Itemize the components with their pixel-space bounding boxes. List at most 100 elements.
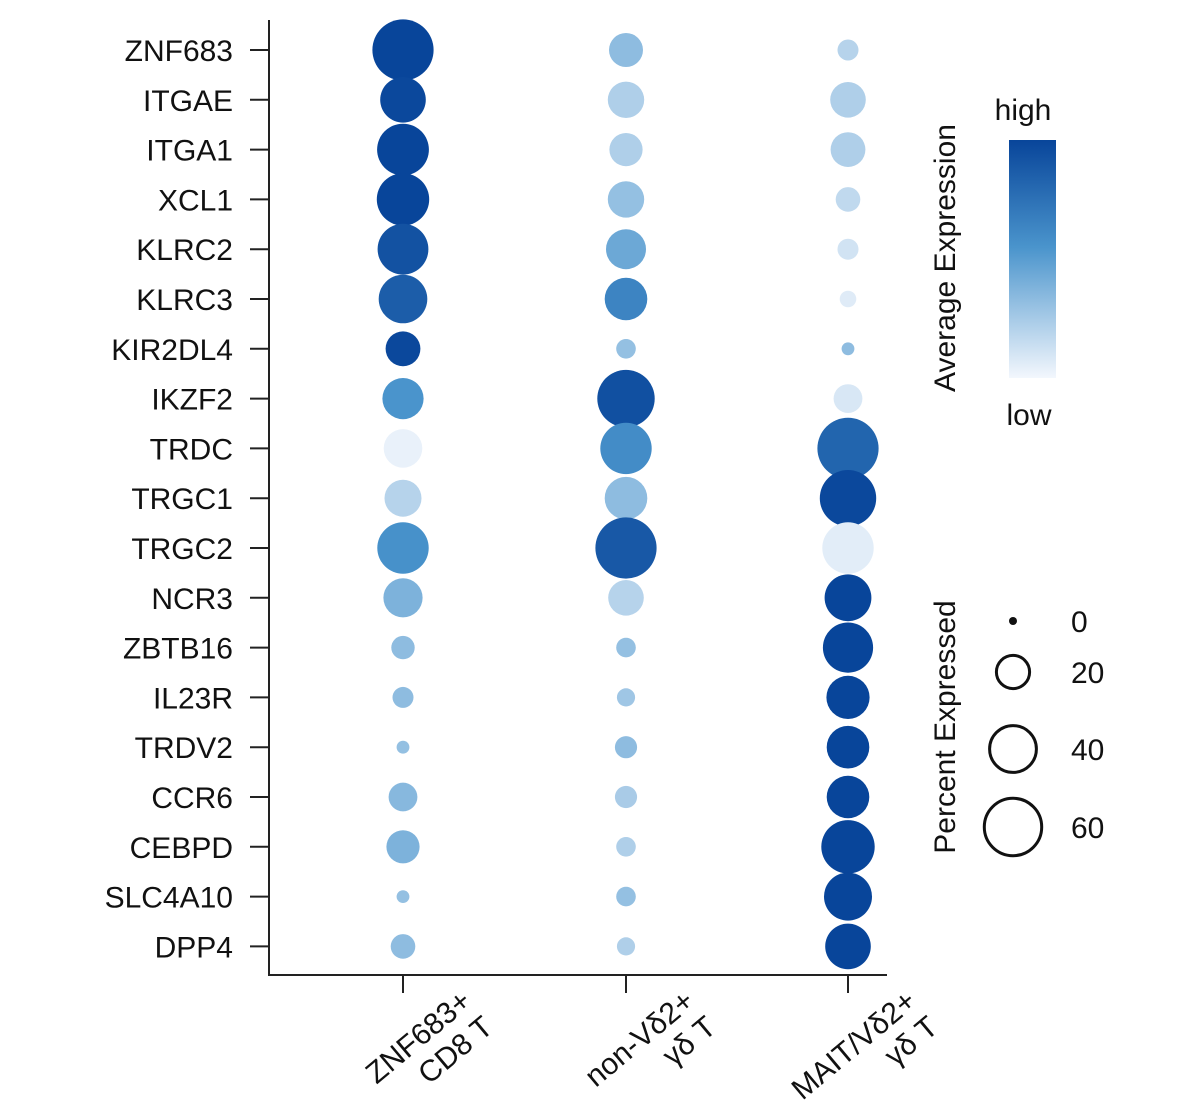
dot-zbtb16-1: [616, 637, 636, 658]
dot-klrc3-0: [378, 274, 428, 324]
dot-trdc-1: [600, 422, 652, 475]
size-legend-circle: [994, 653, 1032, 691]
gene-label: IKZF2: [151, 384, 233, 417]
gene-label: KIR2DL4: [111, 334, 233, 367]
dot-klrc3-2: [839, 290, 857, 308]
gene-label: ZNF683: [125, 35, 233, 68]
dot-klrc2-0: [377, 223, 429, 275]
size-legend-circle: [988, 724, 1038, 774]
gene-label: CCR6: [151, 782, 233, 815]
dot-dpp4-0: [390, 934, 416, 959]
size-legend-circle: [982, 796, 1044, 858]
gene-label: TRGC2: [131, 533, 233, 566]
size-legend-dot: [1009, 617, 1017, 625]
dot-slc4a10-2: [824, 872, 872, 921]
dot-cebpd-2: [821, 820, 875, 874]
dot-slc4a10-1: [616, 886, 636, 907]
color-legend-title: Average Expression: [929, 124, 962, 392]
dot-zbtb16-2: [822, 622, 874, 673]
gene-label: ITGAE: [143, 85, 233, 118]
color-legend-low-label: low: [1006, 399, 1051, 432]
dot-zbtb16-0: [391, 635, 415, 660]
size-legend-label: 60: [1071, 812, 1104, 845]
dot-il23r-0: [392, 686, 414, 708]
size-legend-label: 40: [1071, 734, 1104, 767]
dot-trgc2-1: [595, 517, 657, 579]
dot-itgae-0: [380, 77, 426, 123]
dot-trdc-2: [817, 417, 879, 479]
dot-klrc2-1: [606, 229, 646, 270]
gene-label: TRDV2: [135, 732, 233, 765]
gene-label: KLRC2: [136, 234, 233, 267]
color-legend-high-label: high: [995, 94, 1052, 127]
dot-znf683-2: [837, 39, 859, 61]
gene-label: ITGA1: [146, 135, 233, 168]
dot-trgc2-0: [377, 522, 429, 574]
gene-label: TRDC: [150, 433, 233, 466]
dot-trgc1-2: [819, 470, 877, 527]
gene-label: CEBPD: [130, 832, 233, 865]
dot-kir2dl4-0: [385, 331, 421, 367]
y-axis-ticks: ZNF683 ITGAE ITGA1 XCL1 KLRC2 KLRC3 KIR2DL4 IKZ…: [105, 35, 269, 964]
dot-znf683-1: [609, 33, 643, 67]
dot-kir2dl4-1: [616, 339, 636, 359]
dots-layer: [372, 19, 879, 970]
dot-il23r-1: [616, 688, 636, 707]
dot-trdv2-1: [614, 736, 638, 759]
gene-label: SLC4A10: [105, 882, 233, 915]
dot-klrc3-1: [604, 277, 648, 321]
dot-ikzf2-0: [382, 378, 424, 420]
gene-label: NCR3: [151, 583, 233, 616]
size-legend-items: 0 20 40 60: [982, 606, 1104, 858]
color-legend: Average Expression high low: [929, 94, 1056, 432]
dot-trdv2-2: [826, 725, 870, 769]
dot-cebpd-1: [616, 837, 636, 857]
dot-itgae-2: [830, 82, 866, 118]
dot-ccr6-0: [388, 782, 418, 812]
dot-trdc-0: [383, 429, 423, 468]
gene-label: ZBTB16: [123, 633, 233, 666]
dot-ncr3-2: [824, 574, 872, 622]
dot-xcl1-1: [607, 181, 645, 218]
dot-klrc2-2: [837, 238, 859, 260]
size-legend-label: 0: [1071, 606, 1088, 639]
dot-ikzf2-1: [597, 369, 655, 428]
size-legend: Percent Expressed 0 20 40 60: [929, 600, 1104, 858]
gene-label: KLRC3: [136, 284, 233, 317]
category-label: MAIT/Vδ2+γδ T: [786, 984, 945, 1108]
dot-trgc1-1: [604, 476, 648, 520]
gene-label: IL23R: [153, 682, 233, 715]
gene-label: DPP4: [155, 931, 233, 964]
dot-dpp4-1: [616, 937, 636, 956]
dot-itga1-2: [830, 132, 866, 168]
dot-dpp4-2: [825, 923, 871, 970]
dot-znf683-0: [372, 19, 434, 81]
category-label: ZNF683+CD8 T: [360, 984, 500, 1108]
dot-il23r-2: [826, 675, 870, 720]
dot-cebpd-0: [386, 830, 420, 864]
size-legend-label: 20: [1071, 657, 1104, 690]
dot-xcl1-0: [376, 173, 430, 226]
dot-ccr6-1: [614, 785, 638, 809]
size-legend-title: Percent Expressed: [929, 600, 962, 853]
dot-trgc1-0: [384, 479, 422, 517]
dot-kir2dl4-2: [841, 342, 855, 356]
category-label: non-Vδ2+γδ T: [579, 984, 722, 1108]
dot-trgc2-2: [822, 522, 874, 574]
dot-ikzf2-2: [833, 384, 863, 413]
dot-trdv2-0: [396, 740, 410, 754]
dot-itga1-1: [609, 133, 643, 167]
x-axis-ticks: ZNF683+CD8 T non-Vδ2+γδ T MAIT/Vδ2+γδ T: [360, 975, 945, 1108]
dot-itga1-0: [377, 123, 429, 176]
color-gradient-bar: [1009, 140, 1056, 378]
plot-area: ZNF683 ITGAE ITGA1 XCL1 KLRC2 KLRC3 KIR2DL4 IKZ…: [105, 19, 945, 1108]
dot-slc4a10-0: [396, 890, 410, 903]
dot-ncr3-1: [608, 580, 644, 616]
gene-label: TRGC1: [131, 483, 233, 516]
dot-xcl1-2: [835, 187, 861, 212]
dot-ncr3-0: [383, 578, 423, 618]
gene-label: XCL1: [158, 184, 233, 217]
dot-itgae-1: [607, 81, 645, 119]
dot-ccr6-2: [826, 775, 870, 819]
